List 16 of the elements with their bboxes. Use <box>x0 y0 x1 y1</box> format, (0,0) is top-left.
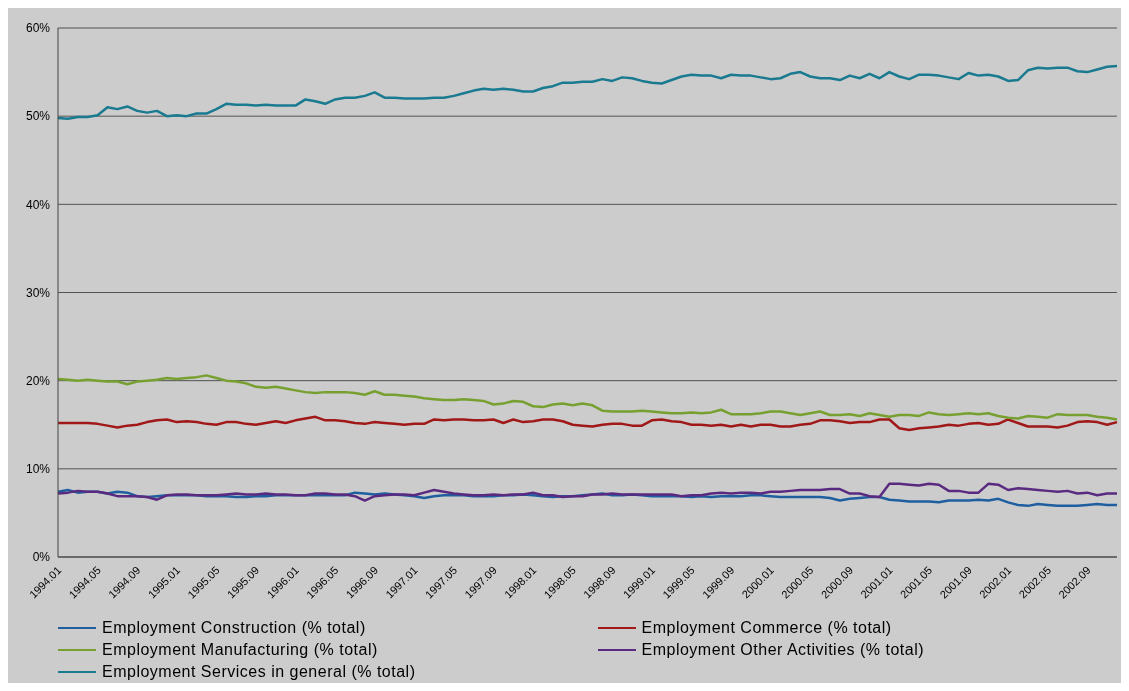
line-series <box>56 374 1119 421</box>
line-series <box>56 482 1119 502</box>
y-tick-label: 0% <box>32 550 51 565</box>
y-tick-label: 50% <box>25 109 51 124</box>
y-tick-label: 60% <box>25 21 51 36</box>
legend-label: Employment Services in general (% total) <box>102 663 416 681</box>
legend-label: Employment Manufacturing (% total) <box>102 641 378 659</box>
y-tick-label: 30% <box>25 285 51 300</box>
y-tick-label: 20% <box>25 373 51 388</box>
y-tick-label: 40% <box>25 197 51 212</box>
y-tick-label: 10% <box>25 462 51 477</box>
line-series <box>56 64 1119 121</box>
legend-label: Employment Commerce (% total) <box>641 619 892 637</box>
legend-label: Employment Other Activities (% total) <box>641 641 925 659</box>
legend-label: Employment Construction (% total) <box>102 619 366 637</box>
line-series <box>56 415 1119 432</box>
